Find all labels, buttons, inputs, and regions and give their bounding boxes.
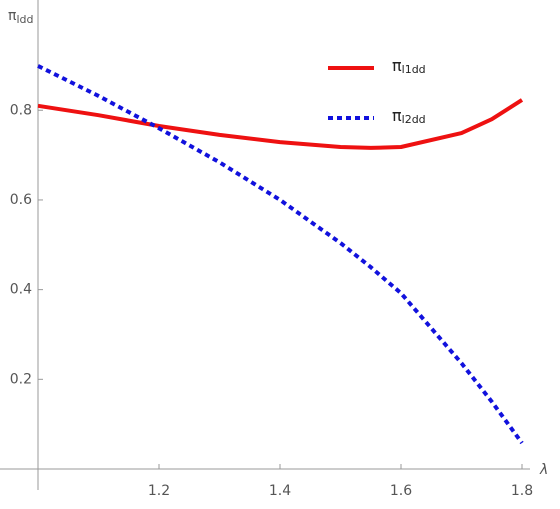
series-line <box>37 98 524 150</box>
series-line <box>37 64 524 445</box>
legend-label: πl1dd <box>392 56 426 77</box>
x-tick-label: 1.8 <box>511 483 533 499</box>
x-tick-label: 1.6 <box>390 483 412 499</box>
x-tick-label: 1.4 <box>269 483 291 499</box>
x-tick-label: 1.2 <box>148 483 170 499</box>
y-axis-label: πldd <box>8 8 33 26</box>
y-tick-label: 0.4 <box>10 282 32 298</box>
y-tick-label: 0.2 <box>10 371 32 387</box>
y-tick-label: 0.8 <box>10 102 32 118</box>
y-tick-label: 0.6 <box>10 192 32 208</box>
legend-label: πl2dd <box>392 106 426 127</box>
x-axis-label: λ <box>539 462 548 478</box>
